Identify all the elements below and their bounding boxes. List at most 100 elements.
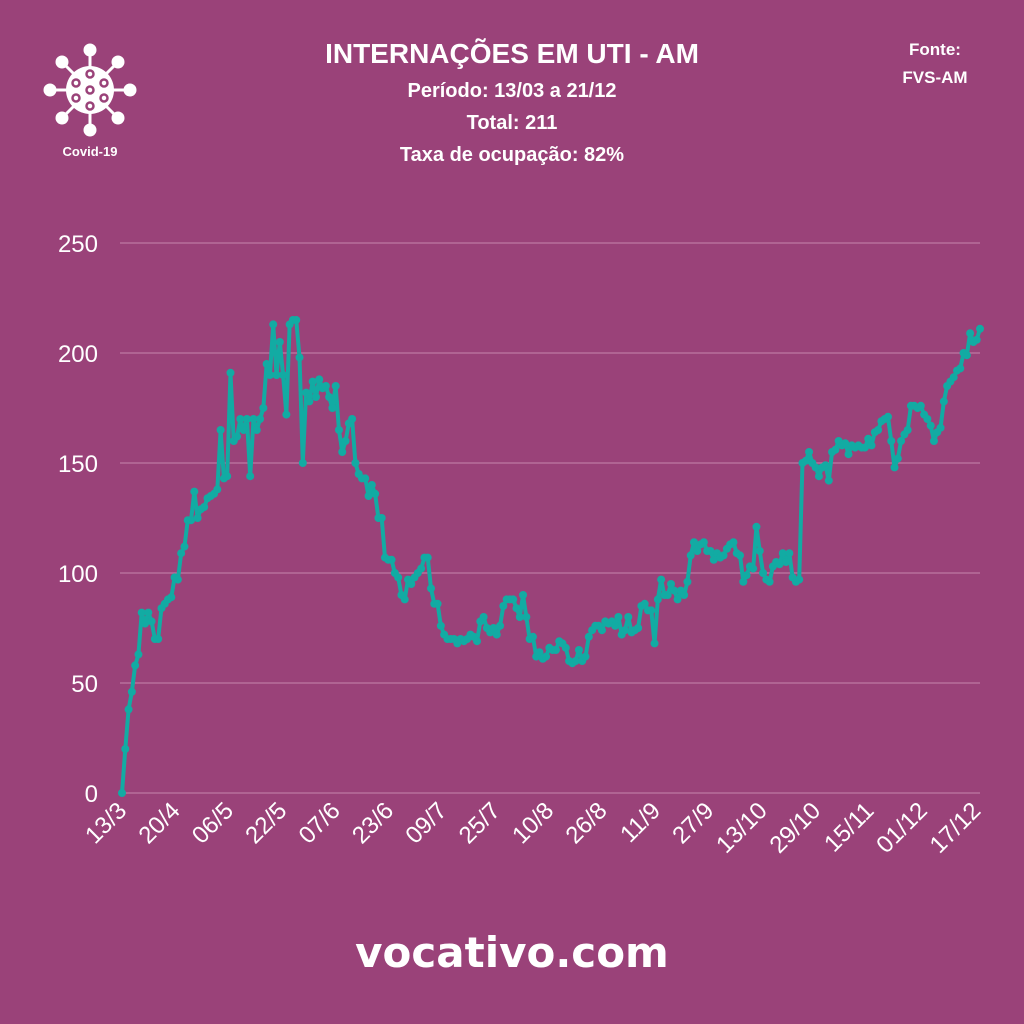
data-point [173,575,182,584]
data-point [328,404,337,412]
data-point [331,382,340,390]
data-point [528,632,537,641]
data-point [377,514,386,522]
data-point [650,639,659,648]
data-point [496,621,505,630]
data-point [814,472,823,481]
data-point [729,538,738,547]
data-point [765,577,774,586]
data-point [755,547,764,555]
data-point [147,617,156,626]
x-tick-label: 11/9 [615,797,666,848]
data-point [673,595,682,604]
data-point [137,608,146,617]
data-point [821,461,830,470]
data-point [903,426,912,434]
data-point [811,463,820,472]
data-point [131,661,140,670]
data-point [653,595,662,604]
data-point [841,439,850,448]
data-point [252,426,261,434]
data-point [187,516,196,525]
data-point [936,423,945,432]
data-point [962,351,971,360]
data-point [292,316,301,324]
data-point [683,577,692,586]
data-point [367,481,376,489]
data-point [141,619,150,628]
data-point [893,454,902,463]
data-point [492,630,501,639]
data-point [620,626,629,635]
data-point [334,426,343,434]
data-point [282,410,291,419]
logo-label: Covid-19 [62,144,118,159]
data-point [795,575,804,584]
data-point [118,789,126,797]
data-point [571,657,580,665]
period-text: Período: 13/03 a 21/12 [407,80,617,102]
chart-title: INTERNAÇÕES EM UTI - AM [325,38,699,69]
data-point [394,573,403,582]
data-point [193,514,202,522]
data-point [887,437,896,445]
data-point [305,397,314,406]
data-point [883,412,892,421]
data-point [535,648,544,657]
data-point [473,637,482,646]
data-point [144,608,153,617]
data-point [177,549,186,558]
data-point [647,606,656,615]
data-point [686,551,695,560]
data-point [657,575,666,584]
data-point [666,580,675,588]
data-point [624,613,633,621]
x-tick-label: 25/7 [454,797,506,849]
series-line [120,318,982,794]
data-point [127,687,136,696]
x-tick-label: 20/4 [133,797,185,849]
data-point [124,705,133,714]
data-point [489,624,498,632]
data-point [216,426,225,434]
data-point [246,472,255,481]
data-point [949,373,958,382]
data-point [956,364,965,373]
data-point [433,599,442,608]
data-point [167,593,176,602]
x-tick-label: 27/9 [667,797,719,849]
data-point [400,595,409,604]
data-point [759,569,768,577]
data-point [690,538,698,547]
x-tick-label: 22/5 [240,797,292,849]
y-tick-label: 50 [71,671,98,698]
data-point [509,595,518,604]
data-point [706,547,715,555]
data-point [581,652,590,661]
data-point [574,646,583,654]
data-point [249,415,258,423]
data-point [551,646,560,654]
data-point [749,564,758,573]
data-point [302,388,311,397]
data-point [874,426,883,434]
data-point [499,602,508,610]
data-point [223,472,232,481]
data-point [295,353,304,362]
data-point [801,456,810,465]
data-point [923,415,932,423]
data-point [262,360,271,368]
data-point [265,371,274,379]
data-point [427,584,436,593]
source-block: Fonte: FVS-AM [860,36,1010,92]
data-point [417,564,426,573]
data-point [782,558,791,566]
x-tick-label: 17/12 [925,797,987,859]
data-point [680,591,689,599]
data-point [361,474,370,483]
data-point [242,415,251,423]
data-point [976,324,984,333]
data-point [972,335,981,344]
occupancy-rate-text: Taxa de ocupação: 82% [399,144,625,166]
data-point [180,542,189,551]
